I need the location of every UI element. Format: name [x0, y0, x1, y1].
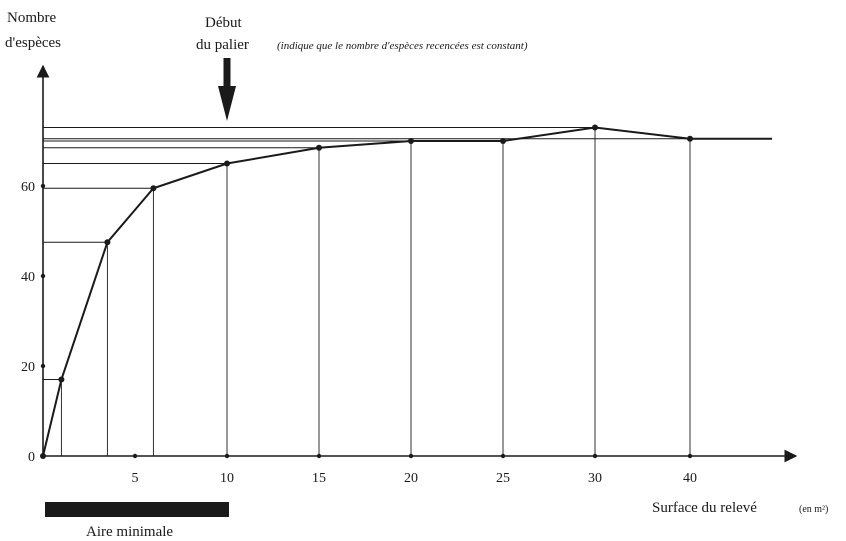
y-tick-dot-2 [40, 273, 46, 279]
x-tick-label-1: 10 [220, 471, 234, 486]
data-point-8 [592, 124, 598, 131]
x-tick-dot-1 [224, 453, 230, 459]
annotation-arrow-head [218, 86, 236, 121]
data-point-7 [500, 138, 506, 144]
y-axis-label-line2: d'espèces [5, 35, 61, 51]
x-tick-dot-5 [592, 453, 598, 459]
data-point-4 [224, 160, 230, 167]
y-tick-label-2: 40 [21, 270, 35, 285]
data-point-1 [58, 376, 65, 383]
data-point-5 [316, 144, 322, 151]
data-series [40, 124, 772, 459]
x-tick-label-4: 25 [496, 471, 510, 486]
y-axis-label-line1: Nombre [7, 10, 56, 26]
annotation-note: (indique que le nombre d'espèces recencé… [277, 40, 528, 52]
y-tick-dot-3 [40, 183, 46, 189]
x-axis-unit: (en m²) [799, 504, 828, 515]
y-tick-label-3: 60 [21, 180, 35, 195]
x-tick-dot-0 [132, 453, 138, 459]
x-tick-dot-2 [316, 453, 322, 459]
series-line [42, 126, 772, 457]
x-tick-dot-4 [500, 453, 506, 459]
x-tick-label-0: 5 [132, 471, 139, 486]
guide-lines [43, 127, 691, 456]
x-tick-dot-3 [408, 453, 414, 459]
y-ticks: 0 20 40 60 [21, 180, 46, 465]
annotation-arrow-group [218, 58, 236, 121]
data-point-9 [687, 135, 693, 142]
data-point-6 [408, 138, 414, 144]
x-axis-label: Surface du relevé [652, 500, 757, 516]
annotation-arrow-shaft [223, 58, 231, 88]
x-tick-label-5: 30 [588, 471, 602, 486]
y-tick-label-1: 20 [21, 360, 35, 375]
data-point-3 [150, 185, 157, 192]
x-ticks: 5 10 15 20 25 30 40 [132, 453, 697, 486]
annotation-title-line1: Début [205, 15, 242, 31]
annotation-title-line2: du palier [196, 37, 249, 53]
aire-minimale-bar [45, 502, 229, 517]
x-tick-label-3: 20 [404, 471, 418, 486]
x-tick-label-6: 40 [683, 471, 697, 486]
x-tick-label-2: 15 [312, 471, 326, 486]
y-tick-label-0: 0 [28, 450, 35, 465]
x-tick-dot-6 [687, 453, 693, 459]
data-point-2 [104, 239, 111, 246]
y-tick-dot-1 [40, 363, 46, 369]
data-point-0 [40, 453, 46, 459]
aire-minimale-label: Aire minimale [86, 524, 173, 540]
